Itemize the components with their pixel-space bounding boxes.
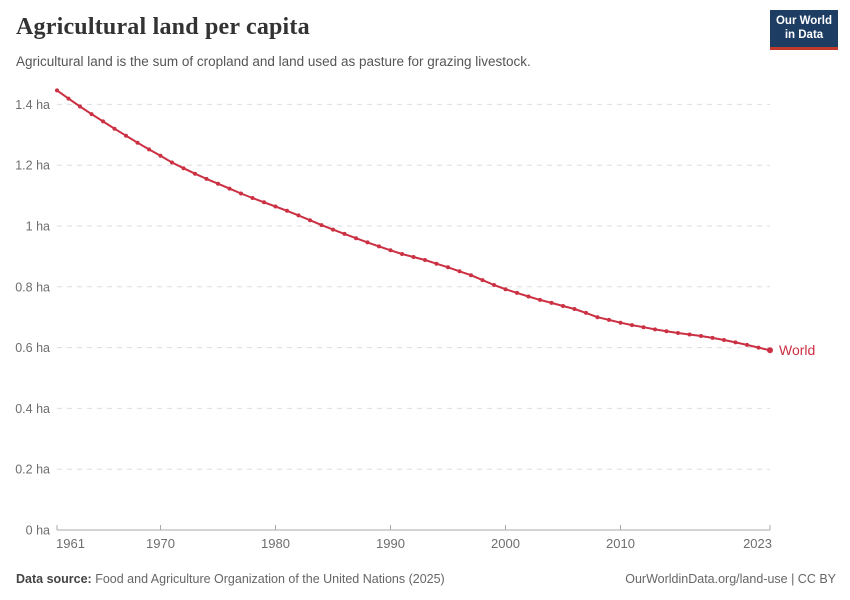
data-point[interactable] (699, 334, 703, 338)
y-axis-label: 1.4 ha (15, 98, 50, 112)
data-point[interactable] (193, 171, 197, 176)
series-line-world[interactable] (56, 89, 771, 352)
data-point[interactable] (676, 331, 680, 335)
data-point[interactable] (607, 317, 611, 322)
data-point[interactable] (181, 166, 186, 171)
data-point[interactable] (112, 126, 117, 131)
data-point[interactable] (584, 310, 588, 315)
data-point[interactable] (710, 335, 715, 340)
data-point[interactable] (687, 332, 692, 337)
data-point[interactable] (262, 200, 266, 205)
series-label-world[interactable]: World (779, 342, 815, 358)
data-point[interactable] (331, 227, 335, 232)
data-point[interactable] (239, 191, 243, 196)
x-axis-label: 1970 (146, 536, 175, 551)
data-point[interactable] (549, 300, 554, 305)
data-point[interactable] (66, 96, 71, 101)
data-point[interactable] (216, 181, 220, 186)
data-point[interactable] (434, 261, 439, 266)
page-subtitle: Agricultural land is the sum of cropland… (16, 54, 531, 69)
y-axis-label: 0.8 ha (15, 280, 50, 294)
y-axis-label: 1.2 ha (15, 159, 50, 173)
data-point[interactable] (733, 340, 738, 345)
x-axis-label: 1980 (261, 536, 290, 551)
data-point[interactable] (423, 258, 427, 262)
data-point[interactable] (377, 244, 381, 249)
data-point[interactable] (411, 255, 416, 259)
y-axis-label: 0.4 ha (15, 402, 50, 416)
x-axis-label: 2010 (606, 536, 635, 551)
data-source: Data source: Food and Agriculture Organi… (16, 572, 445, 586)
data-point[interactable] (285, 208, 289, 213)
y-axis-label: 0 ha (26, 524, 50, 538)
data-point[interactable] (515, 290, 519, 295)
data-point[interactable] (89, 112, 94, 117)
data-point[interactable] (618, 320, 623, 325)
license-link[interactable]: OurWorldinData.org/land-use | CC BY (625, 572, 836, 586)
data-point[interactable] (480, 278, 485, 283)
data-point[interactable] (561, 304, 565, 308)
owid-logo[interactable]: Our World in Data (770, 10, 838, 50)
data-point[interactable] (641, 325, 646, 330)
data-point[interactable] (354, 236, 358, 241)
y-axis-label: 0.2 ha (15, 463, 50, 477)
data-point[interactable] (78, 104, 82, 109)
data-point[interactable] (365, 240, 370, 245)
data-point[interactable] (664, 329, 669, 334)
data-point[interactable] (653, 327, 657, 332)
data-point[interactable] (538, 297, 542, 302)
data-point[interactable] (469, 273, 473, 278)
chart-footer: Data source: Food and Agriculture Organi… (16, 572, 836, 586)
data-point[interactable] (722, 338, 726, 342)
data-point[interactable] (503, 287, 508, 292)
data-point[interactable] (745, 342, 749, 347)
line-chart-area[interactable]: 0 ha 0.2 ha 0.4 ha 0.6 ha 0.8 ha 1 ha 1.2 ha 1.… (0, 82, 850, 562)
data-point[interactable] (400, 252, 404, 256)
data-point[interactable] (204, 176, 209, 181)
data-point[interactable] (308, 218, 312, 223)
owid-logo-line2: in Data (784, 28, 824, 41)
data-point[interactable] (170, 160, 174, 165)
data-point[interactable] (101, 119, 105, 124)
data-point[interactable] (250, 196, 255, 200)
data-point[interactable] (158, 153, 163, 158)
data-point[interactable] (342, 231, 347, 236)
data-point[interactable] (227, 186, 232, 191)
data-point[interactable] (630, 323, 634, 328)
data-point[interactable] (767, 347, 773, 354)
data-point[interactable] (273, 204, 278, 209)
data-point[interactable] (135, 140, 140, 145)
page-title: Agricultural land per capita (16, 14, 310, 40)
owid-logo-line1: Our World (775, 15, 832, 28)
data-point[interactable] (55, 88, 59, 93)
data-point[interactable] (124, 133, 128, 138)
x-axis-label: 1990 (376, 536, 405, 551)
data-point[interactable] (526, 294, 531, 299)
data-source-text: Food and Agriculture Organization of the… (91, 572, 445, 586)
data-point[interactable] (446, 265, 450, 270)
data-point[interactable] (492, 283, 496, 287)
data-point[interactable] (572, 307, 577, 311)
data-point[interactable] (457, 269, 462, 274)
data-point[interactable] (296, 213, 301, 218)
x-axis-label: 1961 (56, 536, 85, 551)
x-axis-label: 2023 (743, 536, 772, 551)
y-axis-label: 0.6 ha (15, 341, 50, 355)
data-point[interactable] (388, 248, 393, 253)
data-point[interactable] (595, 315, 600, 320)
x-axis-label: 2000 (491, 536, 520, 551)
y-axis-label: 1 ha (26, 220, 50, 234)
data-source-label: Data source: (16, 572, 92, 586)
data-point[interactable] (319, 223, 324, 228)
data-point[interactable] (147, 147, 151, 152)
data-point[interactable] (756, 345, 761, 350)
